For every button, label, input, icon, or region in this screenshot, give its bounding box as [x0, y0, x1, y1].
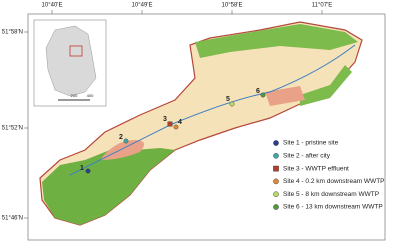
site-number: 5	[226, 96, 230, 103]
site-marker	[273, 191, 279, 197]
legend-label: Site 3 - WWTP effluent	[283, 165, 349, 172]
site-marker	[167, 121, 173, 127]
site-marker	[273, 178, 279, 185]
site-marker	[273, 165, 279, 172]
legend-label: Site 1 - pristine site	[283, 140, 339, 147]
site-number: 4	[178, 119, 182, 126]
site-marker	[85, 168, 91, 174]
lon-label: 10°58'E	[222, 3, 243, 9]
site-marker	[273, 140, 279, 146]
forest-southwest	[42, 148, 175, 225]
forest-east	[300, 65, 352, 106]
site-number: 6	[256, 88, 260, 95]
legend-label: Site 5 - 8 km downstream WWTP	[283, 191, 379, 198]
site-marker	[273, 204, 279, 210]
forest-north	[195, 24, 358, 58]
lat-label: 51°58'N	[2, 30, 23, 36]
scale-label: 400	[87, 93, 94, 98]
town	[265, 86, 305, 106]
lon-label: 10°40'E	[42, 3, 63, 9]
site-marker	[260, 92, 266, 98]
site-marker	[229, 101, 235, 107]
legend-label: Site 6 - 13 km downstream WWTP	[283, 204, 383, 211]
inset-locator	[69, 45, 83, 57]
river	[69, 44, 356, 176]
lat-label: 51°52'N	[2, 126, 23, 132]
lat-label: 51°46'N	[2, 216, 23, 222]
legend-label: Site 4 - 0.2 km downstream WWTP	[283, 178, 385, 185]
site-number: 2	[119, 134, 123, 141]
legend-label: Site 2 - after city	[283, 153, 331, 160]
germany-outline	[45, 25, 97, 97]
site-number: 3	[163, 116, 167, 123]
site-marker	[123, 138, 129, 144]
site-marker	[173, 124, 179, 130]
site-number: 1	[80, 165, 84, 172]
site-marker	[273, 152, 279, 159]
lon-label: 11°07'E	[312, 3, 332, 9]
scale-label: 200	[71, 93, 78, 98]
lon-label: 10°49'E	[132, 3, 153, 9]
